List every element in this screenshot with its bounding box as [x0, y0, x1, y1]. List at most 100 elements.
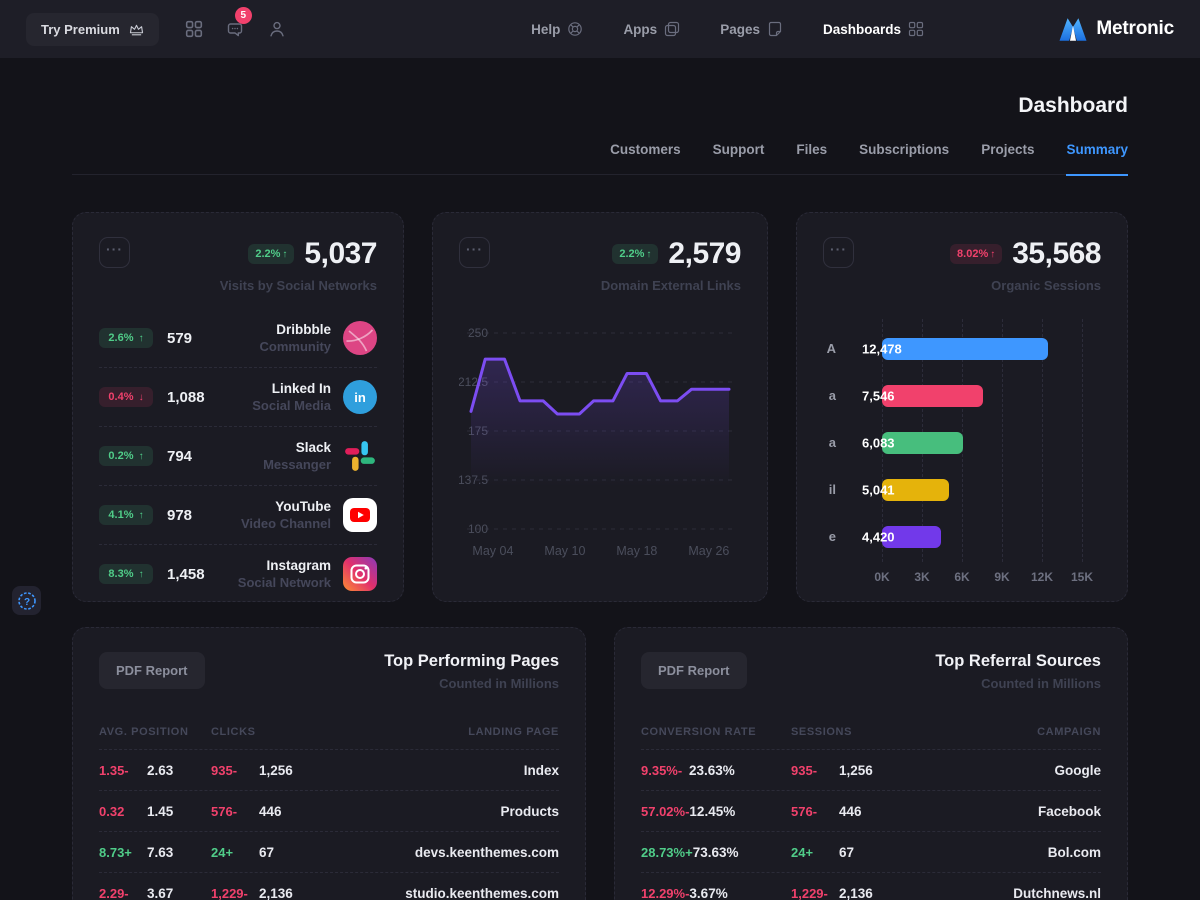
metric-value: 446 — [839, 803, 862, 819]
tab-support[interactable]: Support — [712, 142, 765, 157]
crown-icon — [129, 24, 143, 35]
svg-text:May 04: May 04 — [472, 544, 513, 558]
table-row: 2.29- 3.67 1,229- 2,136 studio.keenthemes.co… — [99, 872, 559, 900]
bar — [882, 337, 1049, 360]
table-header-row: AVG. POSITION CLICKS LANDING PAGE — [99, 715, 559, 749]
axis-tick-label: 15K — [1070, 570, 1094, 584]
network-label: Slack Messanger — [263, 440, 331, 472]
metric-value: 1,458 — [167, 565, 205, 583]
bar — [882, 478, 950, 501]
axis-tick-label: 3K — [914, 570, 930, 584]
more-options-icon[interactable]: ··· — [823, 237, 854, 268]
pdf-report-button[interactable]: PDF Report — [641, 652, 747, 689]
bar-value-label: 12,478 — [862, 341, 902, 356]
delta-badge: 0.4% ↓ — [99, 387, 153, 407]
bar-category-label: il — [828, 482, 836, 497]
axis-tick-label: 6K — [954, 570, 970, 584]
more-options-icon[interactable]: ··· — [459, 237, 490, 268]
metric-value: 3.67% — [689, 885, 728, 900]
delta-value: 576- — [211, 803, 238, 819]
delta-value: 57.02%- — [641, 803, 690, 819]
column-header: CONVERSION RATE — [641, 726, 757, 738]
main-menu: Help Apps Pages Dashboards — [421, 21, 924, 37]
delta-value: 576- — [791, 803, 818, 819]
tab-customers[interactable]: Customers — [610, 142, 681, 157]
menu-item-pages[interactable]: Pages — [720, 21, 783, 37]
page-title: Dashboard — [1018, 94, 1128, 117]
bar-value-label: 5,041 — [862, 482, 895, 497]
tab-projects[interactable]: Projects — [981, 142, 1035, 157]
metric-value: 1,088 — [167, 388, 205, 406]
svg-text:May 18: May 18 — [616, 544, 657, 558]
menu-item-dashboards[interactable]: Dashboards — [823, 21, 924, 37]
delta-badge: 8.3% ↑ — [99, 564, 153, 584]
card-title: Top Referral Sources — [935, 652, 1101, 670]
card-top-performing-pages: PDF Report Top Performing Pages Counted … — [72, 627, 586, 900]
bar — [882, 384, 983, 407]
table-header-row: CONVERSION RATE SESSIONS CAMPAIGN — [641, 715, 1101, 749]
card-subtitle: Counted in Millions — [981, 676, 1101, 691]
social-row-linked-in: 0.4% ↓ 1,088 Linked In Social Media in — [99, 367, 377, 426]
tab-files[interactable]: Files — [796, 142, 828, 157]
delta-value: 935- — [211, 762, 238, 778]
brand[interactable]: Metronic — [1058, 16, 1174, 43]
instagram-icon — [343, 557, 377, 591]
delta-badge: 8.02% ↑ — [950, 244, 1003, 264]
help-fab-button[interactable]: ? — [12, 586, 41, 615]
column-header: CAMPAIGN — [1037, 726, 1101, 738]
user-icon[interactable] — [267, 19, 287, 39]
slack-icon — [343, 439, 377, 473]
stat-subtitle: Organic Sessions — [991, 278, 1101, 293]
column-header: AVG. POSITION — [99, 726, 189, 738]
delta-value: 1,229- — [211, 885, 248, 900]
row-label: Facebook — [1037, 803, 1101, 819]
metric-value: 1,256 — [839, 762, 873, 778]
row-label: Bol.com — [1047, 844, 1101, 860]
row-label: Google — [1054, 762, 1102, 778]
metric-value: 12.45% — [689, 803, 736, 819]
bar-category-label: e — [828, 529, 836, 544]
menu-item-help[interactable]: Help — [531, 21, 583, 37]
row-label: studio.keenthemes.com — [405, 885, 559, 900]
stat-value: 5,037 — [304, 237, 377, 270]
bar-row: il 5,041 — [829, 466, 1082, 513]
card-domain-external-links: ··· 2.2% ↑ 2,579 Domain External Links 25… — [432, 212, 768, 602]
table-row: 28.73%+ 73.63% 24+ 67 Bol.com — [641, 831, 1101, 872]
bar — [882, 431, 964, 454]
try-premium-button[interactable]: Try Premium — [26, 12, 159, 46]
table-row: 8.73+ 7.63 24+ 67 devs.keenthemes.com — [99, 831, 559, 872]
pdf-report-button[interactable]: PDF Report — [99, 652, 205, 689]
stack-icon — [664, 21, 680, 37]
metric-value: 579 — [167, 329, 193, 347]
social-row-youtube: 4.1% ↑ 978 YouTube Video Channel — [99, 485, 377, 544]
tab-subscriptions[interactable]: Subscriptions — [859, 142, 950, 157]
try-premium-label: Try Premium — [41, 21, 120, 37]
social-row-slack: 0.2% ↑ 794 Slack Messanger — [99, 426, 377, 485]
metric-value: 2,136 — [839, 885, 873, 900]
table-row: 57.02%- 12.45% 576- 446 Facebook — [641, 790, 1101, 831]
note-icon — [767, 21, 783, 37]
metric-value: 446 — [259, 803, 282, 819]
apps-grid-icon[interactable] — [185, 20, 203, 38]
delta-value: 1.35- — [99, 762, 129, 778]
bar-category-label: A — [826, 341, 836, 356]
delta-value: 1,229- — [791, 885, 828, 900]
stat-subtitle: Domain External Links — [600, 278, 741, 293]
metric-value: 7.63 — [147, 844, 174, 860]
svg-text:?: ? — [23, 596, 29, 607]
network-label: Linked In Social Media — [252, 381, 331, 413]
tab-summary[interactable]: Summary — [1066, 142, 1128, 174]
menu-item-apps[interactable]: Apps — [623, 21, 680, 37]
delta-value: 935- — [791, 762, 818, 778]
chat-icon[interactable]: 5 — [225, 7, 252, 39]
top-navbar: Try Premium 5 Help Apps Pages Dashboards — [0, 0, 1200, 58]
more-options-icon[interactable]: ··· — [99, 237, 130, 268]
bar-row: A 12,478 — [827, 325, 1082, 372]
stat-value: 35,568 — [1012, 237, 1101, 270]
youtube-icon — [343, 498, 377, 532]
delta-value: 24+ — [211, 844, 234, 860]
svg-text:250: 250 — [468, 326, 488, 340]
row-label: Products — [500, 803, 559, 819]
